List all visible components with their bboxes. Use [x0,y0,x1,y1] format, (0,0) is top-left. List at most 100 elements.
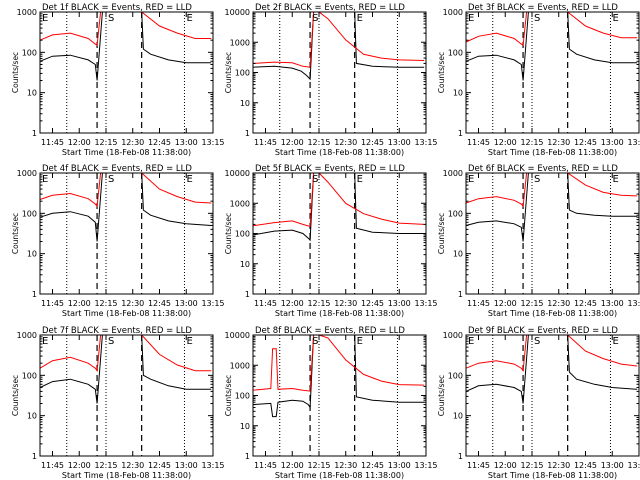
x-tick-label: 13:00 [388,138,411,147]
x-tick-label: 11:45 [254,138,277,147]
y-axis-label: Counts/sec [224,213,233,254]
panel-det-5: Det 5f BLACK = Events, RED = LLD 1 10 100 10… [224,164,438,318]
interval-marker-label: E [186,13,192,24]
x-tick-label: 13:00 [388,299,411,308]
x-tick-label: 12:30 [121,138,144,147]
x-tick-label: 13:15 [414,138,437,147]
y-tick-label: 1 [32,129,37,138]
interval-marker-label: E [357,174,363,185]
x-axis-label: Start Time (18-Feb-08 11:38:00) [488,309,617,318]
y-tick-label: 10000 [225,331,250,340]
interval-marker-label: S [312,336,318,347]
x-tick-label: 12:45 [361,138,384,147]
x-tick-label: 11:45 [41,138,64,147]
y-tick-label: 10000 [225,8,250,17]
y-tick-label: 100 [448,209,463,218]
x-tick-label: 13:15 [414,299,437,308]
interval-marker-label: E [612,336,618,347]
panel-det-6: Det 6f BLACK = Events, RED = LLD 1 10 100 10… [437,164,640,318]
panel-title: Det 5f BLACK = Events, RED = LLD [255,164,405,174]
interval-marker-label: E [42,13,48,24]
x-tick-label: 13:15 [414,461,437,470]
interval-marker-label: E [186,174,192,185]
y-tick-label: 100 [448,371,463,380]
x-tick-label: 12:45 [361,461,384,470]
panel-title: Det 4f BLACK = Events, RED = LLD [42,164,192,174]
interval-marker-label: S [108,174,114,185]
y-tick-label: 10 [27,412,37,421]
x-tick-label: 12:15 [520,461,543,470]
x-tick-label: 11:45 [467,461,490,470]
panel-det-8: Det 8f BLACK = Events, RED = LLD 1 10 100 10… [224,326,438,480]
x-tick-label: 12:45 [574,138,597,147]
y-tick-label: 10 [240,99,250,108]
interval-marker-label: E [42,174,48,185]
y-tick-label: 10 [27,250,37,259]
y-tick-label: 100 [22,48,37,57]
x-axis-label: Start Time (18-Feb-08 11:38:00) [275,309,404,318]
y-tick-label: 100 [235,69,250,78]
y-tick-label: 10000 [225,169,250,178]
y-tick-label: 1000 [230,38,250,47]
x-tick-label: 11:45 [467,138,490,147]
panel-det-9: Det 9f BLACK = Events, RED = LLD 1 10 100 10… [437,326,640,480]
y-tick-label: 1 [245,290,250,299]
x-tick-label: 12:00 [494,138,517,147]
interval-marker-label: E [612,174,618,185]
x-tick-label: 12:00 [494,461,517,470]
y-axis-label: Counts/sec [437,213,446,254]
x-tick-label: 13:00 [175,138,198,147]
y-tick-label: 1 [458,290,463,299]
y-tick-label: 100 [235,230,250,239]
panel-title: Det 3f BLACK = Events, RED = LLD [468,3,618,13]
x-tick-label: 13:15 [201,299,224,308]
x-axis-label: Start Time (18-Feb-08 11:38:00) [62,148,191,157]
x-tick-label: 13:00 [601,299,624,308]
interval-marker-label: E [186,336,192,347]
y-tick-label: 100 [22,371,37,380]
x-tick-label: 13:15 [627,138,640,147]
x-tick-label: 11:45 [41,299,64,308]
panel-det-4: Det 4f BLACK = Events, RED = LLD 1 10 100 10… [11,164,225,318]
x-tick-label: 12:45 [148,461,171,470]
x-axis-label: Start Time (18-Feb-08 11:38:00) [488,471,617,480]
x-tick-label: 12:30 [334,138,357,147]
y-tick-label: 1000 [230,199,250,208]
y-tick-label: 1000 [17,169,37,178]
y-tick-label: 100 [22,209,37,218]
y-axis-label: Counts/sec [11,375,20,416]
y-tick-label: 1000 [17,331,37,340]
interval-marker-label: S [312,174,318,185]
interval-marker-label: S [312,13,318,24]
x-tick-label: 12:00 [281,299,304,308]
y-tick-label: 1 [245,129,250,138]
panel-det-7: Det 7f BLACK = Events, RED = LLD 1 10 100 10… [11,326,225,480]
panel-title: Det 9f BLACK = Events, RED = LLD [468,326,618,336]
y-tick-label: 10 [453,412,463,421]
x-tick-label: 13:15 [201,461,224,470]
x-tick-label: 12:45 [574,299,597,308]
x-tick-label: 12:30 [334,461,357,470]
y-tick-label: 1 [32,290,37,299]
y-tick-label: 10 [453,250,463,259]
x-tick-label: 12:15 [307,299,330,308]
y-axis-label: Counts/sec [224,375,233,416]
plot-frame [465,334,640,457]
y-tick-label: 1000 [230,361,250,370]
x-tick-label: 12:45 [148,299,171,308]
y-axis-label: Counts/sec [224,52,233,93]
x-tick-label: 13:00 [388,461,411,470]
interval-marker-label: E [42,336,48,347]
panel-det-1: Det 1f BLACK = Events, RED = LLD 1 10 100 10… [11,3,225,157]
x-tick-label: 12:15 [307,461,330,470]
interval-marker-label: S [108,336,114,347]
interval-marker-label: E [468,336,474,347]
y-tick-label: 1 [245,452,250,461]
x-tick-label: 13:00 [175,461,198,470]
x-tick-label: 12:15 [94,461,117,470]
panel-title: Det 1f BLACK = Events, RED = LLD [42,3,192,13]
y-tick-label: 1 [458,452,463,461]
x-tick-label: 12:15 [520,299,543,308]
